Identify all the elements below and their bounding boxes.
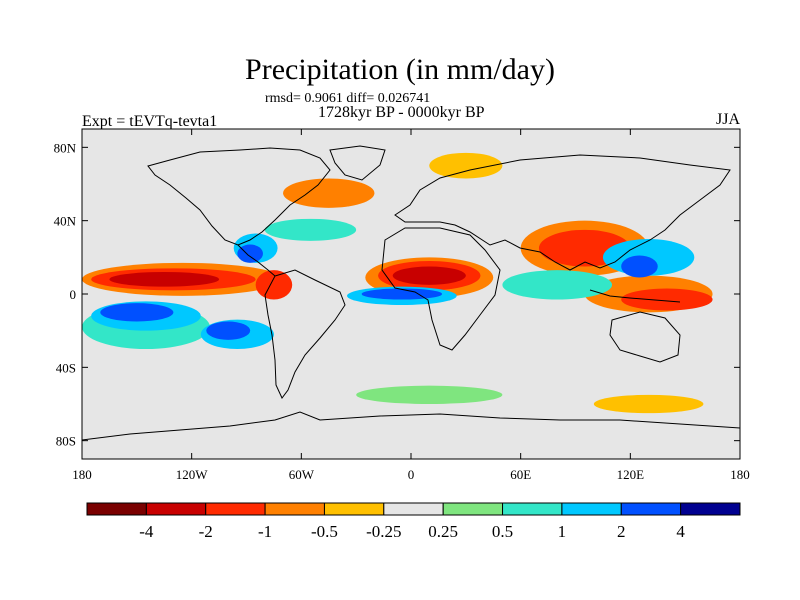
anomaly-region: [264, 218, 357, 241]
coast-antarctica: [82, 411, 740, 441]
stats-subtitle: rmsd= 0.9061 diff= 0.026741: [265, 91, 431, 106]
colorbar-label: -0.25: [366, 522, 401, 541]
coast-greenland: [329, 145, 386, 181]
anomaly-region: [100, 303, 174, 322]
anomaly-region: [621, 255, 658, 278]
colorbar-swatch: [502, 502, 563, 516]
x-tick-label: 120E: [617, 467, 645, 482]
x-axis: 180 120W 60W 0 60E 120E 180: [72, 129, 750, 482]
anomaly-region: [593, 394, 704, 414]
anomaly-fields: [82, 152, 713, 414]
colorbar-label: -0.5: [311, 522, 338, 541]
anomaly-region: [356, 385, 503, 405]
plot-title: Precipitation (in mm/day): [245, 53, 555, 86]
y-axis: 80N 40N 0 40S 80S: [54, 140, 740, 449]
colorbar-label: -2: [199, 522, 213, 541]
y-tick-label: 0: [70, 287, 77, 302]
anomaly-region: [392, 266, 466, 285]
anomaly-region: [206, 321, 251, 340]
season-label: JJA: [715, 111, 740, 128]
anomaly-region: [429, 152, 503, 179]
coast-maritime: [589, 289, 681, 303]
coast-south-america: [264, 269, 346, 399]
colorbar: -4 -2 -1 -0.5 -0.25 0.25 0.5 1 2 4: [86, 502, 741, 541]
x-tick-label: 180: [72, 467, 92, 482]
colorbar-label: 0.5: [492, 522, 513, 541]
colorbar-label: -4: [139, 522, 154, 541]
colorbar-swatch: [383, 502, 444, 516]
colorbar-label: 4: [676, 522, 685, 541]
coast-australia: [609, 311, 681, 363]
colorbar-swatch: [561, 502, 622, 516]
anomaly-region: [502, 270, 613, 300]
colorbar-swatch: [442, 502, 504, 516]
coastlines: [82, 145, 740, 441]
colorbar-swatch: [680, 502, 741, 516]
colorbar-swatch: [205, 502, 266, 516]
colorbar-label: 1: [558, 522, 567, 541]
period-subtitle: 1728kyr BP - 0000kyr BP: [318, 104, 485, 121]
colorbar-label: 0.25: [428, 522, 458, 541]
x-tick-label: 120W: [176, 467, 209, 482]
x-tick-label: 60E: [510, 467, 531, 482]
y-tick-label: 40S: [56, 360, 76, 375]
coast-africa: [381, 227, 501, 351]
coast-north-america: [147, 147, 331, 246]
colorbar-swatch: [145, 502, 207, 516]
coast-central-america: [237, 244, 276, 277]
anomaly-region: [621, 288, 713, 311]
colorbar-label: -1: [258, 522, 272, 541]
anomaly-region: [283, 178, 375, 208]
colorbar-label: 2: [617, 522, 626, 541]
x-tick-label: 0: [408, 467, 415, 482]
anomaly-region: [237, 244, 263, 263]
colorbar-swatch: [86, 502, 147, 516]
y-tick-label: 80S: [56, 434, 76, 449]
y-tick-label: 40N: [54, 214, 77, 229]
experiment-label: Expt = tEVTq-tevta1: [82, 113, 218, 130]
coast-eurasia: [394, 154, 731, 271]
colorbar-swatch: [620, 502, 682, 516]
x-tick-label: 180: [730, 467, 750, 482]
anomaly-region: [361, 288, 443, 300]
anomaly-region: [109, 272, 220, 287]
colorbar-swatch: [323, 502, 385, 516]
anomaly-region: [255, 270, 293, 300]
x-tick-label: 60W: [289, 467, 315, 482]
colorbar-swatch: [264, 502, 325, 516]
y-tick-label: 80N: [54, 140, 77, 155]
